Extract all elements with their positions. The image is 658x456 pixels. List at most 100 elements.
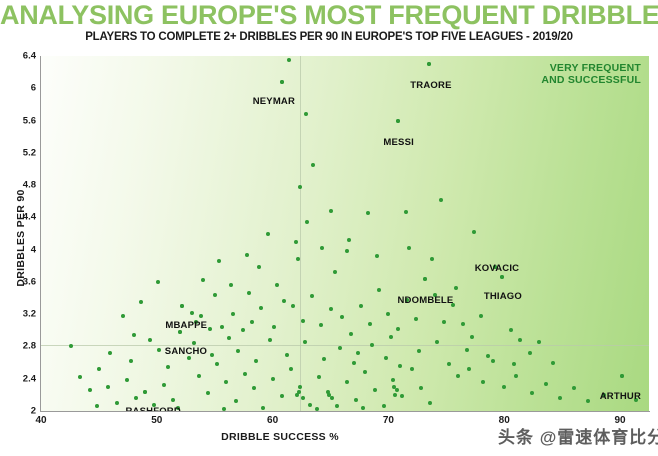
data-point[interactable] <box>328 307 333 312</box>
data-point-sancho[interactable] <box>177 329 182 334</box>
data-point[interactable] <box>455 373 460 378</box>
data-point[interactable] <box>69 344 74 349</box>
data-point[interactable] <box>404 297 409 302</box>
data-point[interactable] <box>254 358 259 363</box>
data-point[interactable] <box>327 392 332 397</box>
data-point[interactable] <box>294 392 299 397</box>
data-point[interactable] <box>601 392 606 397</box>
data-point[interactable] <box>228 283 233 288</box>
data-point[interactable] <box>418 386 423 391</box>
data-point[interactable] <box>133 396 138 401</box>
data-point[interactable] <box>481 379 486 384</box>
data-point[interactable] <box>347 237 352 242</box>
data-point-neymar[interactable] <box>279 79 284 84</box>
data-point[interactable] <box>212 292 217 297</box>
data-point-rashford[interactable] <box>143 389 148 394</box>
data-point[interactable] <box>386 312 391 317</box>
data-point[interactable] <box>395 326 400 331</box>
data-point[interactable] <box>571 386 576 391</box>
data-point[interactable] <box>304 112 309 117</box>
data-point[interactable] <box>108 350 113 355</box>
data-point[interactable] <box>94 404 99 409</box>
data-point[interactable] <box>403 209 408 214</box>
data-point[interactable] <box>293 239 298 244</box>
data-point[interactable] <box>252 386 257 391</box>
data-point[interactable] <box>316 375 321 380</box>
data-point[interactable] <box>585 399 590 404</box>
data-point[interactable] <box>465 347 470 352</box>
data-point[interactable] <box>398 363 402 368</box>
data-point[interactable] <box>300 396 305 401</box>
data-point[interactable] <box>201 278 206 283</box>
data-point[interactable] <box>235 349 240 354</box>
data-point[interactable] <box>432 292 437 297</box>
data-point-ndombele[interactable] <box>423 276 428 281</box>
data-point[interactable] <box>479 313 484 318</box>
data-point[interactable] <box>326 389 331 394</box>
data-point[interactable] <box>309 294 314 299</box>
data-point[interactable] <box>536 339 541 344</box>
data-point[interactable] <box>291 304 296 309</box>
data-point[interactable] <box>351 360 356 365</box>
data-point[interactable] <box>557 396 562 401</box>
data-point[interactable] <box>509 328 514 333</box>
data-point[interactable] <box>296 257 301 262</box>
data-point[interactable] <box>129 358 134 363</box>
data-point[interactable] <box>370 342 375 347</box>
data-point[interactable] <box>409 367 414 372</box>
data-point[interactable] <box>298 384 303 389</box>
data-point[interactable] <box>157 347 162 352</box>
data-point[interactable] <box>233 399 238 404</box>
data-point[interactable] <box>249 320 254 325</box>
data-point[interactable] <box>221 407 226 411</box>
data-point[interactable] <box>320 246 325 251</box>
data-point[interactable] <box>416 349 421 354</box>
data-point[interactable] <box>365 210 370 215</box>
data-point[interactable] <box>377 287 382 292</box>
data-point[interactable] <box>435 339 440 344</box>
data-point[interactable] <box>155 279 160 284</box>
data-point[interactable] <box>115 400 120 405</box>
data-point[interactable] <box>189 310 194 315</box>
data-point[interactable] <box>634 397 639 402</box>
data-point[interactable] <box>329 396 334 401</box>
data-point[interactable] <box>550 360 555 365</box>
data-point[interactable] <box>210 352 215 357</box>
data-point[interactable] <box>337 346 342 351</box>
data-point[interactable] <box>147 338 152 342</box>
data-point[interactable] <box>208 326 213 331</box>
data-point[interactable] <box>226 336 231 341</box>
data-point[interactable] <box>442 320 447 325</box>
data-point[interactable] <box>530 391 535 396</box>
data-point-traore[interactable] <box>426 62 431 67</box>
data-point-messi[interactable] <box>395 118 400 123</box>
data-point[interactable] <box>374 254 379 259</box>
data-point[interactable] <box>360 405 365 410</box>
data-point[interactable] <box>231 312 236 317</box>
data-point[interactable] <box>256 265 261 270</box>
data-point[interactable] <box>490 358 495 363</box>
data-point[interactable] <box>305 220 310 225</box>
data-point[interactable] <box>166 365 171 370</box>
data-point[interactable] <box>298 184 303 189</box>
data-point[interactable] <box>265 231 270 236</box>
data-point[interactable] <box>242 371 247 376</box>
data-point[interactable] <box>121 313 126 318</box>
data-point[interactable] <box>407 246 412 251</box>
data-point[interactable] <box>307 402 312 407</box>
data-point[interactable] <box>527 350 532 355</box>
data-point[interactable] <box>275 283 280 288</box>
data-point[interactable] <box>349 332 354 337</box>
data-point[interactable] <box>78 375 83 380</box>
data-point[interactable] <box>438 197 443 202</box>
data-point[interactable] <box>453 286 458 291</box>
data-point[interactable] <box>286 58 291 63</box>
data-point[interactable] <box>335 404 340 409</box>
data-point[interactable] <box>467 367 472 372</box>
scatter-plot-area[interactable]: VERY FREQUENT AND SUCCESSFUL NEYMAR TRAORE… <box>41 56 649 411</box>
data-point[interactable] <box>124 378 129 383</box>
data-point[interactable] <box>314 407 319 411</box>
data-point[interactable] <box>543 381 548 386</box>
data-point[interactable] <box>205 391 210 396</box>
data-point[interactable] <box>138 300 143 305</box>
